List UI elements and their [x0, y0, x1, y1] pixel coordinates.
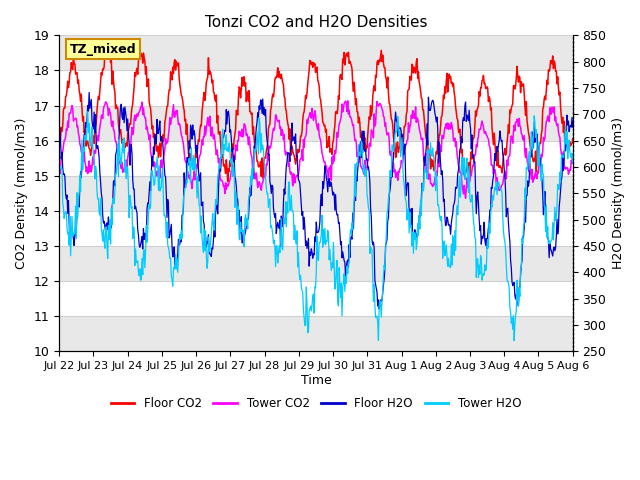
Legend: Floor CO2, Tower CO2, Floor H2O, Tower H2O: Floor CO2, Tower CO2, Floor H2O, Tower H…	[106, 392, 526, 415]
Y-axis label: H2O Density (mmol/m3): H2O Density (mmol/m3)	[612, 117, 625, 269]
Bar	[59, 246, 573, 281]
Text: TZ_mixed: TZ_mixed	[69, 43, 136, 56]
Bar	[59, 106, 573, 141]
Bar	[59, 36, 573, 71]
Title: Tonzi CO2 and H2O Densities: Tonzi CO2 and H2O Densities	[205, 15, 427, 30]
Bar	[59, 316, 573, 351]
Y-axis label: CO2 Density (mmol/m3): CO2 Density (mmol/m3)	[15, 118, 28, 269]
Bar	[59, 176, 573, 211]
X-axis label: Time: Time	[301, 374, 332, 387]
